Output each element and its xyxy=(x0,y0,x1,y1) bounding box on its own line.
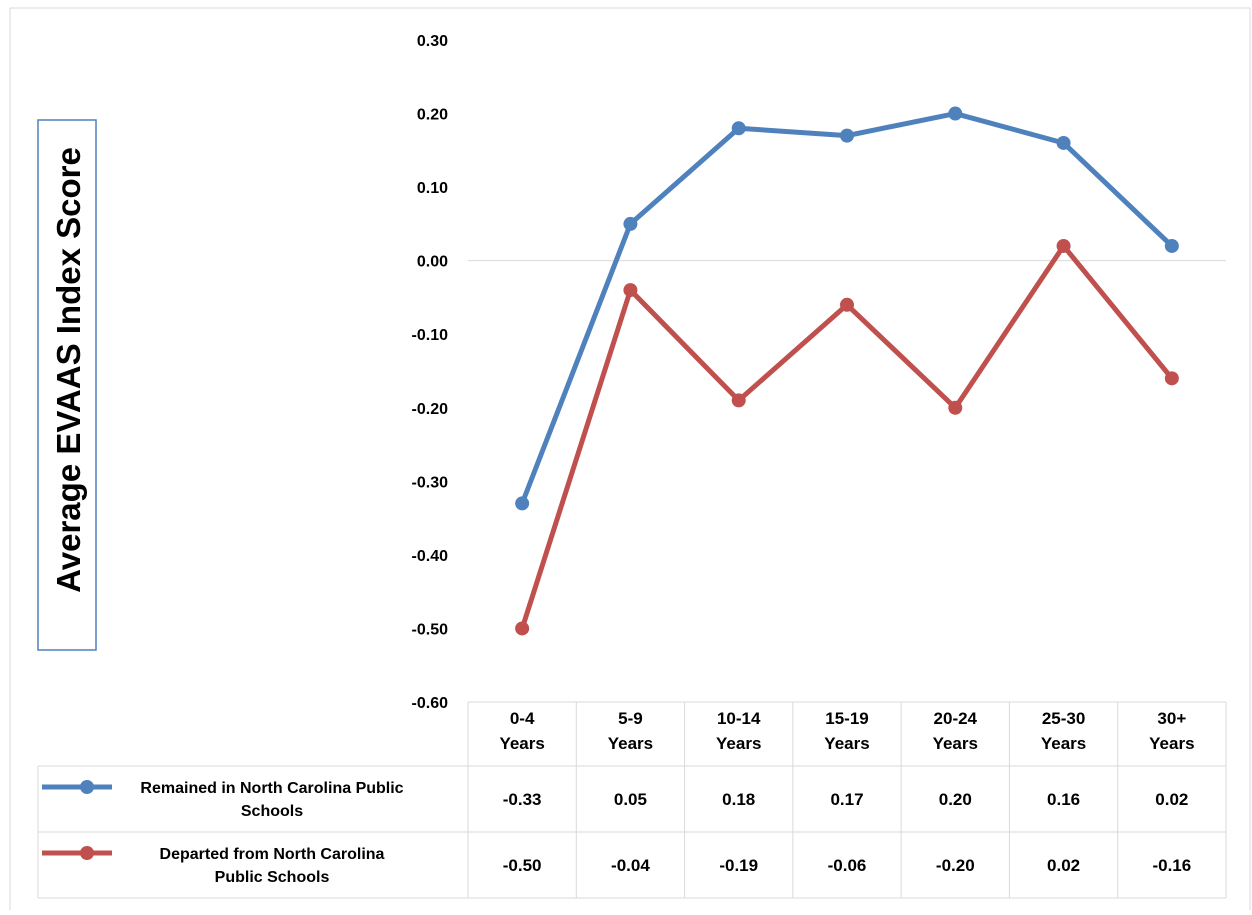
chart-area-border xyxy=(9,7,1251,915)
data-point xyxy=(1056,238,1071,253)
y-tick-label: 0.00 xyxy=(417,254,448,271)
legend-label: Public Schools xyxy=(215,869,330,886)
table-value: 0.02 xyxy=(1047,856,1080,875)
data-point xyxy=(623,216,638,231)
legend-label: Remained in North Carolina Public xyxy=(140,780,403,797)
data-point xyxy=(1056,135,1071,150)
table-value: -0.20 xyxy=(936,856,975,875)
x-tick-label: 10-14 xyxy=(717,709,761,728)
table-value: 0.17 xyxy=(830,790,863,809)
legend-key-marker xyxy=(80,780,94,794)
data-point xyxy=(840,128,854,143)
data-point xyxy=(1164,238,1179,253)
data-point xyxy=(948,400,963,415)
data-point xyxy=(731,393,746,408)
data-point xyxy=(948,106,963,121)
table-value: 0.02 xyxy=(1155,790,1188,809)
table-value: -0.19 xyxy=(719,856,758,875)
x-tick-label: Years xyxy=(1041,734,1086,753)
data-point xyxy=(623,283,638,298)
x-tick-label: 25-30 xyxy=(1042,709,1085,728)
x-tick-label: Years xyxy=(608,734,653,753)
table-value: 0.16 xyxy=(1047,790,1080,809)
table-value: -0.06 xyxy=(828,856,867,875)
legend-label: Schools xyxy=(241,803,303,820)
y-axis-title-box xyxy=(37,119,97,651)
y-tick-label: -0.30 xyxy=(412,474,449,491)
x-tick-label: 0-4 xyxy=(510,709,535,728)
y-tick-label: -0.20 xyxy=(412,401,449,418)
y-tick-label: 0.30 xyxy=(417,33,448,50)
y-tick-label: -0.60 xyxy=(412,695,449,712)
x-tick-label: Years xyxy=(499,734,544,753)
legend-label: Departed from North Carolina xyxy=(160,846,385,863)
x-tick-label: Years xyxy=(716,734,761,753)
y-tick-label: 0.20 xyxy=(417,107,448,124)
legend-key-marker xyxy=(80,846,94,860)
y-axis-title: Average EVAAS Index Score xyxy=(50,147,87,593)
table-value: 0.05 xyxy=(614,790,647,809)
x-tick-label: 20-24 xyxy=(934,709,978,728)
x-tick-label: Years xyxy=(824,734,869,753)
table-value: -0.04 xyxy=(611,856,650,875)
table-value: 0.18 xyxy=(722,790,755,809)
x-tick-label: 15-19 xyxy=(825,709,868,728)
data-point xyxy=(515,496,530,511)
data-point xyxy=(515,621,530,636)
data-table: 0-4 Years 5-9 Years 10-14 Years 15-19 Years 20-2… xyxy=(37,701,1227,899)
x-tick-label: 5-9 xyxy=(618,709,643,728)
x-tick-label: Years xyxy=(1149,734,1194,753)
table-value: -0.16 xyxy=(1152,856,1191,875)
y-tick-label: 0.10 xyxy=(417,180,448,197)
y-tick-label: -0.40 xyxy=(412,548,449,565)
data-point xyxy=(840,297,854,312)
x-tick-label: 30+ xyxy=(1157,709,1186,728)
data-point xyxy=(731,121,746,136)
data-point xyxy=(1164,371,1179,386)
y-axis-ticks: 0.30 0.20 0.10 0.00 -0.10 -0.20 -0.30 -0.40 -0.5… xyxy=(412,33,449,712)
table-value: -0.50 xyxy=(503,856,542,875)
table-value: -0.33 xyxy=(503,790,542,809)
y-tick-label: -0.10 xyxy=(412,327,449,344)
table-value: 0.20 xyxy=(939,790,972,809)
y-tick-label: -0.50 xyxy=(412,621,449,638)
series-lines xyxy=(515,106,1179,636)
x-tick-label: Years xyxy=(933,734,978,753)
